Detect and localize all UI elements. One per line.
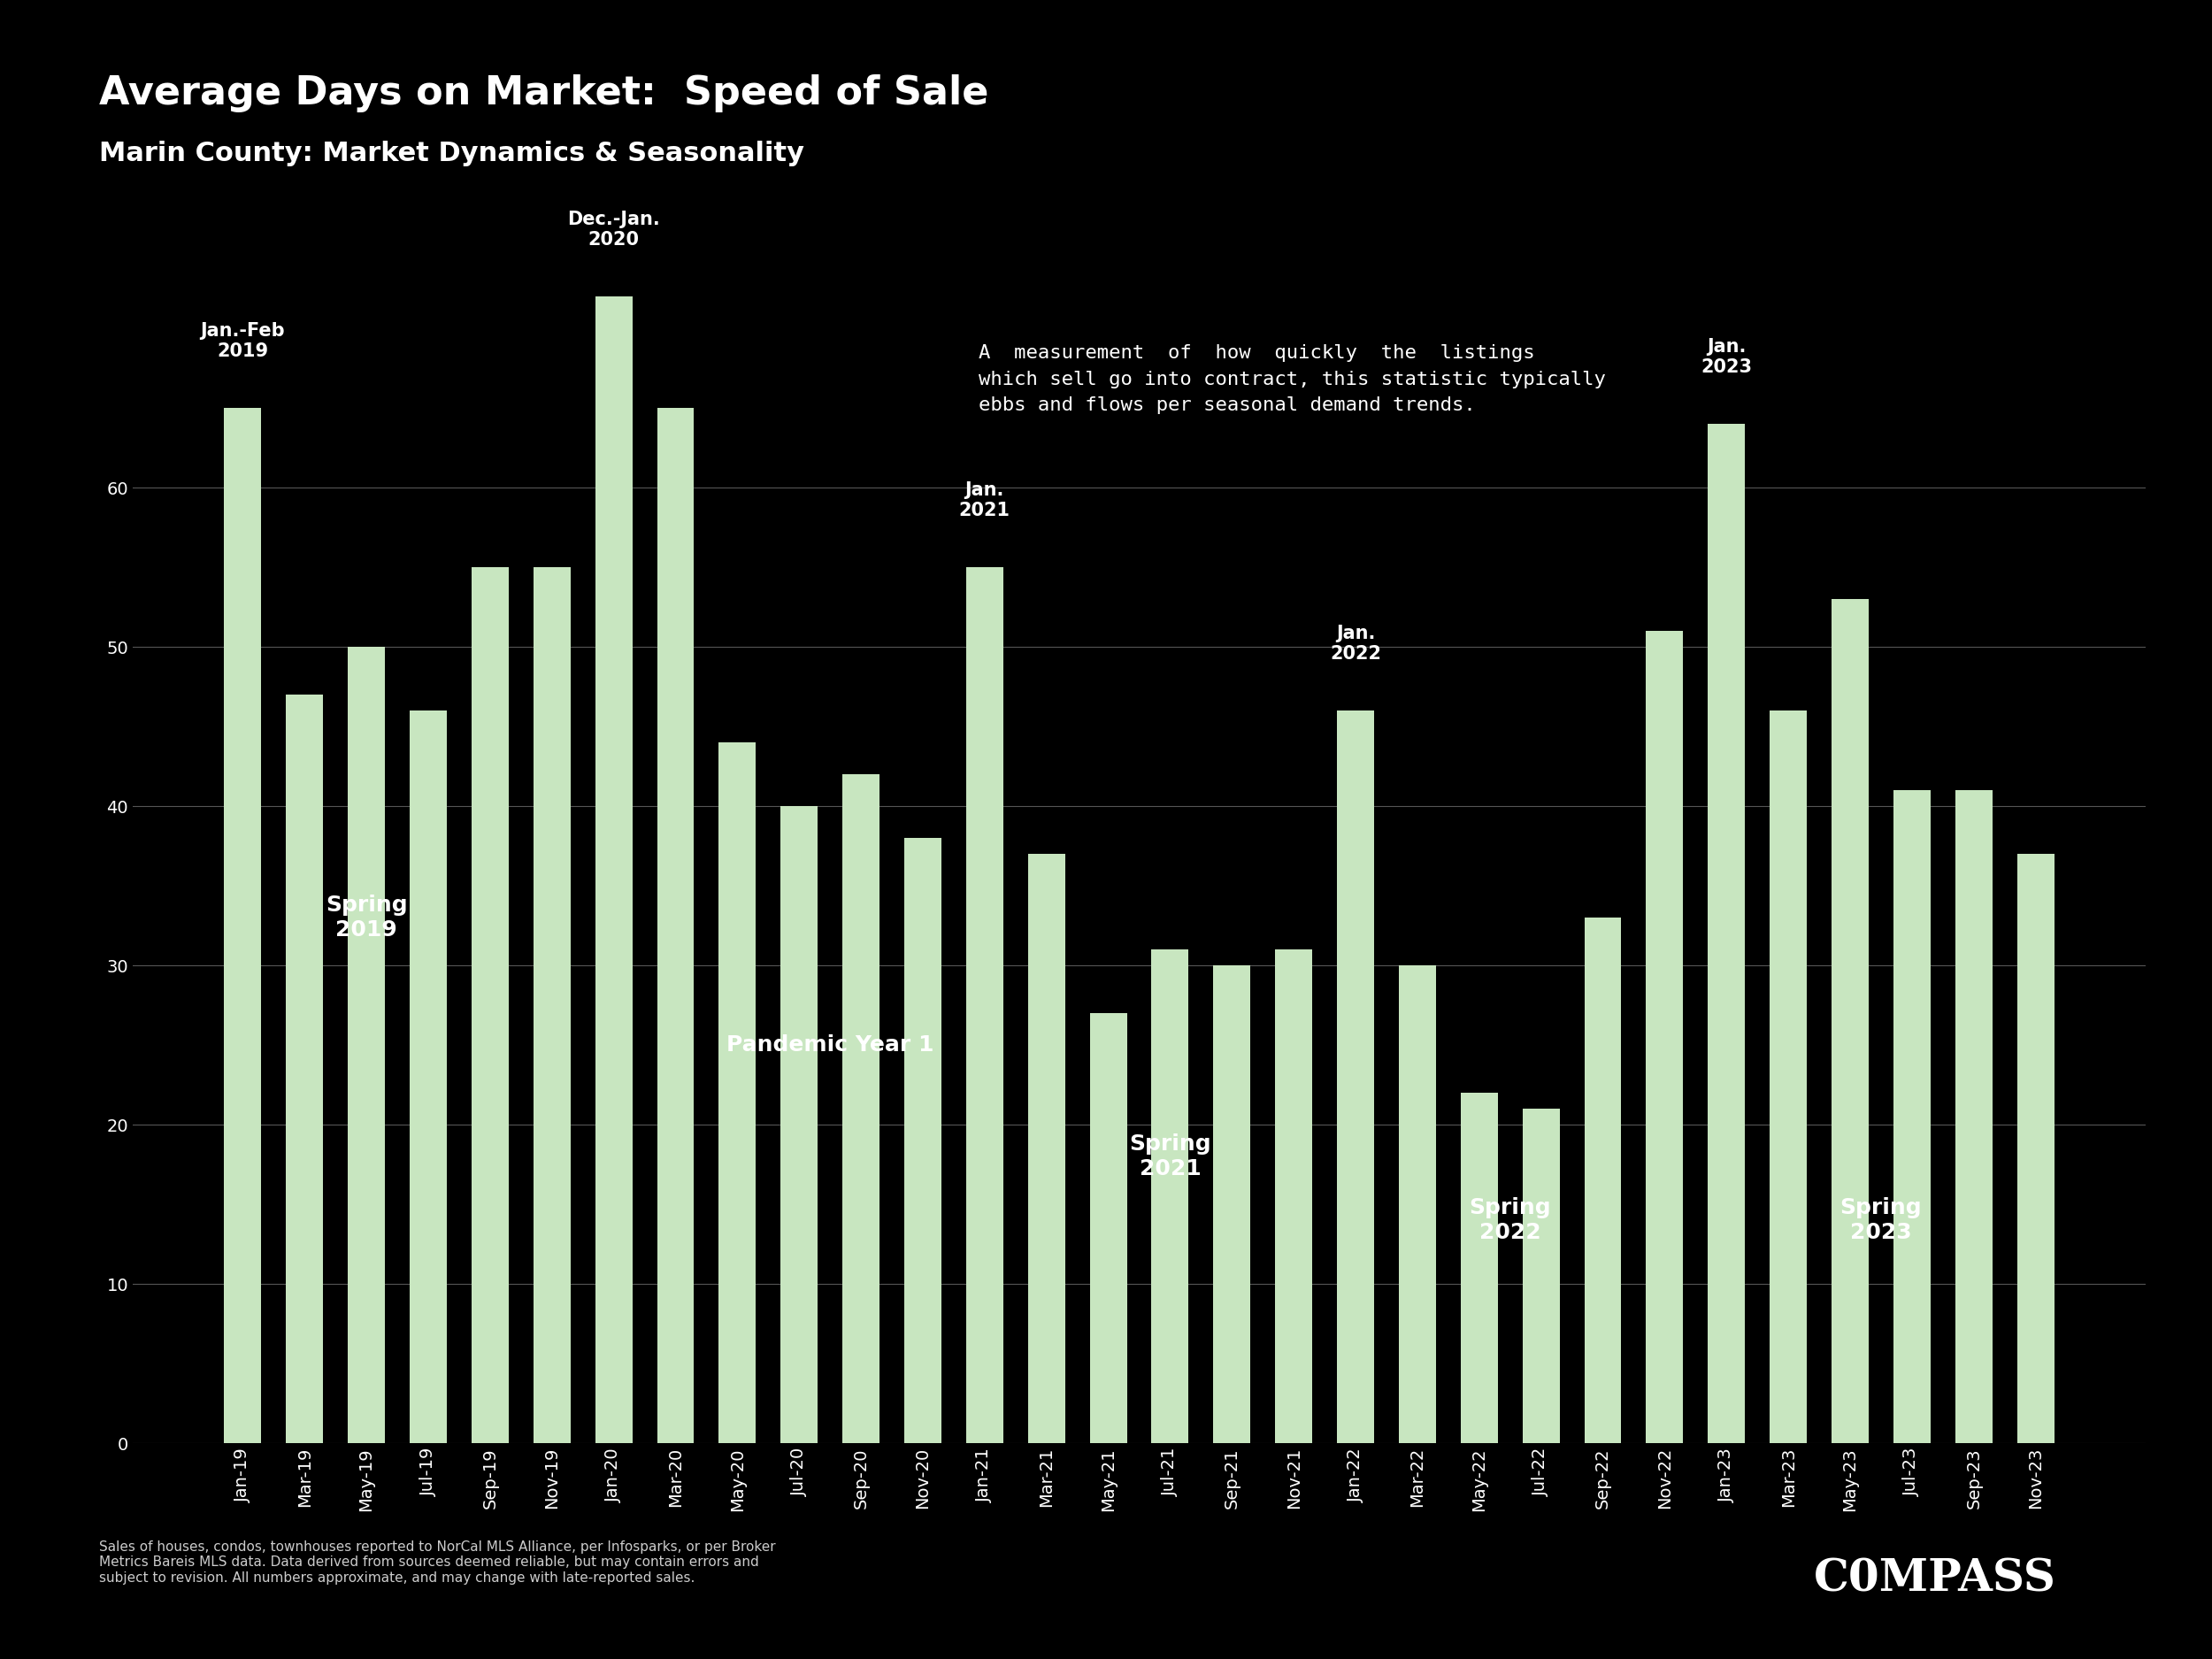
- Bar: [1214, 966, 1250, 1443]
- Bar: [595, 297, 633, 1443]
- Bar: [1029, 854, 1064, 1443]
- Bar: [1091, 1014, 1126, 1443]
- Bar: [1460, 1093, 1498, 1443]
- Bar: [657, 408, 695, 1443]
- Text: Jan.
2023: Jan. 2023: [1701, 338, 1752, 377]
- Text: Spring
2022: Spring 2022: [1469, 1198, 1551, 1243]
- Bar: [781, 806, 818, 1443]
- Bar: [967, 567, 1004, 1443]
- Text: Jan.
2022: Jan. 2022: [1329, 625, 1380, 664]
- Bar: [1646, 630, 1683, 1443]
- Bar: [223, 408, 261, 1443]
- Bar: [1336, 710, 1374, 1443]
- Bar: [471, 567, 509, 1443]
- Text: Jan.
2021: Jan. 2021: [960, 481, 1011, 519]
- Text: Average Days on Market:  Speed of Sale: Average Days on Market: Speed of Sale: [100, 75, 989, 113]
- Bar: [1708, 425, 1745, 1443]
- Text: Sales of houses, condos, townhouses reported to NorCal MLS Alliance, per Infospa: Sales of houses, condos, townhouses repo…: [100, 1540, 776, 1584]
- Bar: [533, 567, 571, 1443]
- Bar: [1770, 710, 1807, 1443]
- Bar: [1584, 917, 1621, 1443]
- Bar: [1152, 949, 1188, 1443]
- Text: Marin County: Market Dynamics & Seasonality: Marin County: Market Dynamics & Seasonal…: [100, 141, 805, 166]
- Text: Jan.-Feb
2019: Jan.-Feb 2019: [201, 322, 285, 360]
- Bar: [1832, 599, 1869, 1443]
- Bar: [2017, 854, 2055, 1443]
- Bar: [285, 695, 323, 1443]
- Text: Spring
2021: Spring 2021: [1128, 1133, 1210, 1180]
- Text: C0MPASS: C0MPASS: [1814, 1558, 2057, 1601]
- Bar: [1522, 1108, 1559, 1443]
- Text: A  measurement  of  how  quickly  the  listings
which sell go into contract, thi: A measurement of how quickly the listing…: [978, 345, 1606, 415]
- Text: Pandemic Year 1: Pandemic Year 1: [726, 1035, 933, 1055]
- Text: Dec.-Jan.
2020: Dec.-Jan. 2020: [566, 211, 659, 249]
- Text: Spring
2023: Spring 2023: [1840, 1198, 1922, 1243]
- Bar: [409, 710, 447, 1443]
- Bar: [843, 775, 880, 1443]
- Bar: [1955, 790, 1993, 1443]
- Text: Spring
2019: Spring 2019: [325, 894, 407, 941]
- Bar: [1274, 949, 1312, 1443]
- Bar: [347, 647, 385, 1443]
- Bar: [1398, 966, 1436, 1443]
- Bar: [905, 838, 942, 1443]
- Bar: [1893, 790, 1931, 1443]
- Bar: [719, 743, 757, 1443]
